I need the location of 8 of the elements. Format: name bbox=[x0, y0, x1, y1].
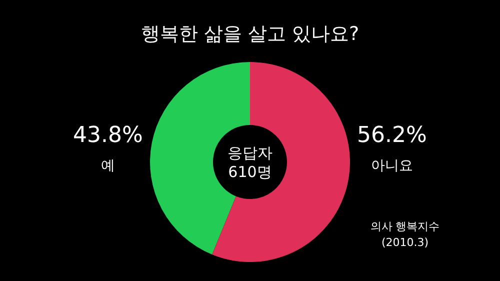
center-note: 응답자 610명 bbox=[228, 144, 272, 181]
annotation: (2010.3) bbox=[381, 236, 429, 249]
category-label: 예 bbox=[101, 158, 115, 174]
annotation: 의사 행복지수 bbox=[370, 220, 440, 233]
title: 행복한 삶을 살고 있나요? bbox=[140, 23, 360, 45]
category-label: 아니요 bbox=[371, 158, 413, 174]
value-label: 43.8% bbox=[73, 123, 143, 148]
value-label: 56.2% bbox=[357, 123, 427, 148]
